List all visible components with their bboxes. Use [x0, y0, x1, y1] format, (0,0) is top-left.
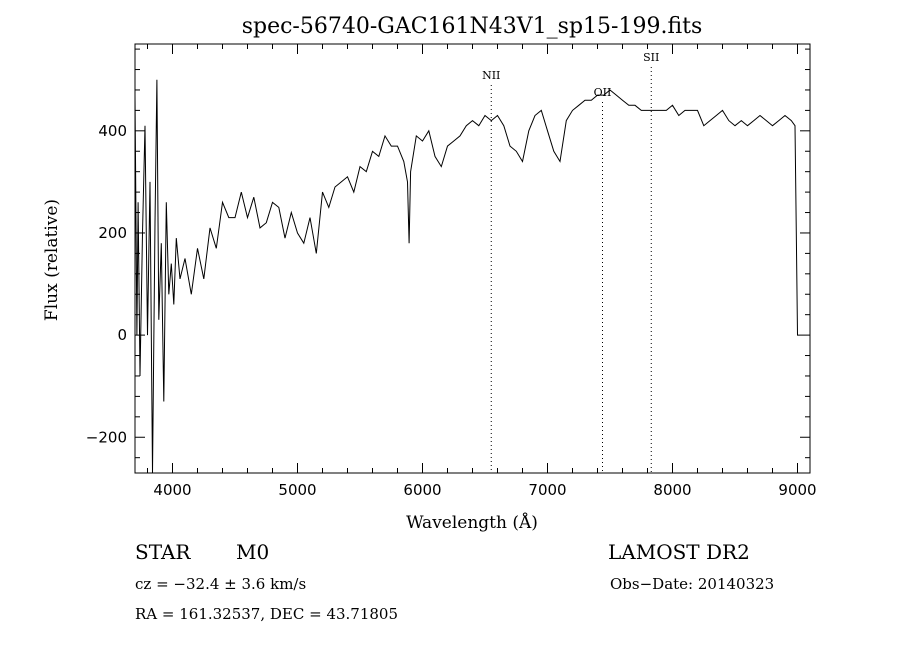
- plot-axes: 4000 5000 6000 7000 8000 9000 −200 0 200 400: [86, 43, 817, 499]
- spectrum-series-line: [134, 79, 800, 474]
- y-tick-label: −200: [86, 428, 127, 446]
- object-subclass: M0: [236, 540, 270, 564]
- line-marker-label: SII: [643, 51, 659, 64]
- survey-name: LAMOST DR2: [608, 540, 750, 564]
- observation-date: Obs−Date: 20140323: [610, 575, 775, 593]
- emission-line-markers: NII OII SII: [482, 51, 659, 473]
- y-axis-label: Flux (relative): [42, 199, 62, 321]
- x-axis-label: Wavelength (Å): [406, 512, 538, 533]
- x-tick-label: 8000: [653, 481, 691, 499]
- x-tick-label: 7000: [528, 481, 566, 499]
- y-tick-label: 200: [98, 224, 127, 242]
- plot-frame: [134, 43, 811, 474]
- x-tick-label: 9000: [778, 481, 816, 499]
- line-marker-label: OII: [594, 86, 612, 99]
- x-tick-label: 6000: [403, 481, 441, 499]
- line-marker-label: NII: [482, 69, 500, 82]
- y-tick-label: 0: [117, 326, 127, 344]
- object-class: STAR: [135, 540, 191, 564]
- chart-title: spec-56740-GAC161N43V1_sp15-199.fits: [242, 14, 703, 39]
- x-tick-label: 4000: [153, 481, 191, 499]
- x-tick-label: 5000: [278, 481, 316, 499]
- redshift-velocity: cz = −32.4 ± 3.6 km/s: [135, 575, 307, 593]
- coordinates: RA = 161.32537, DEC = 43.71805: [135, 605, 399, 623]
- y-tick-label: 400: [98, 122, 127, 140]
